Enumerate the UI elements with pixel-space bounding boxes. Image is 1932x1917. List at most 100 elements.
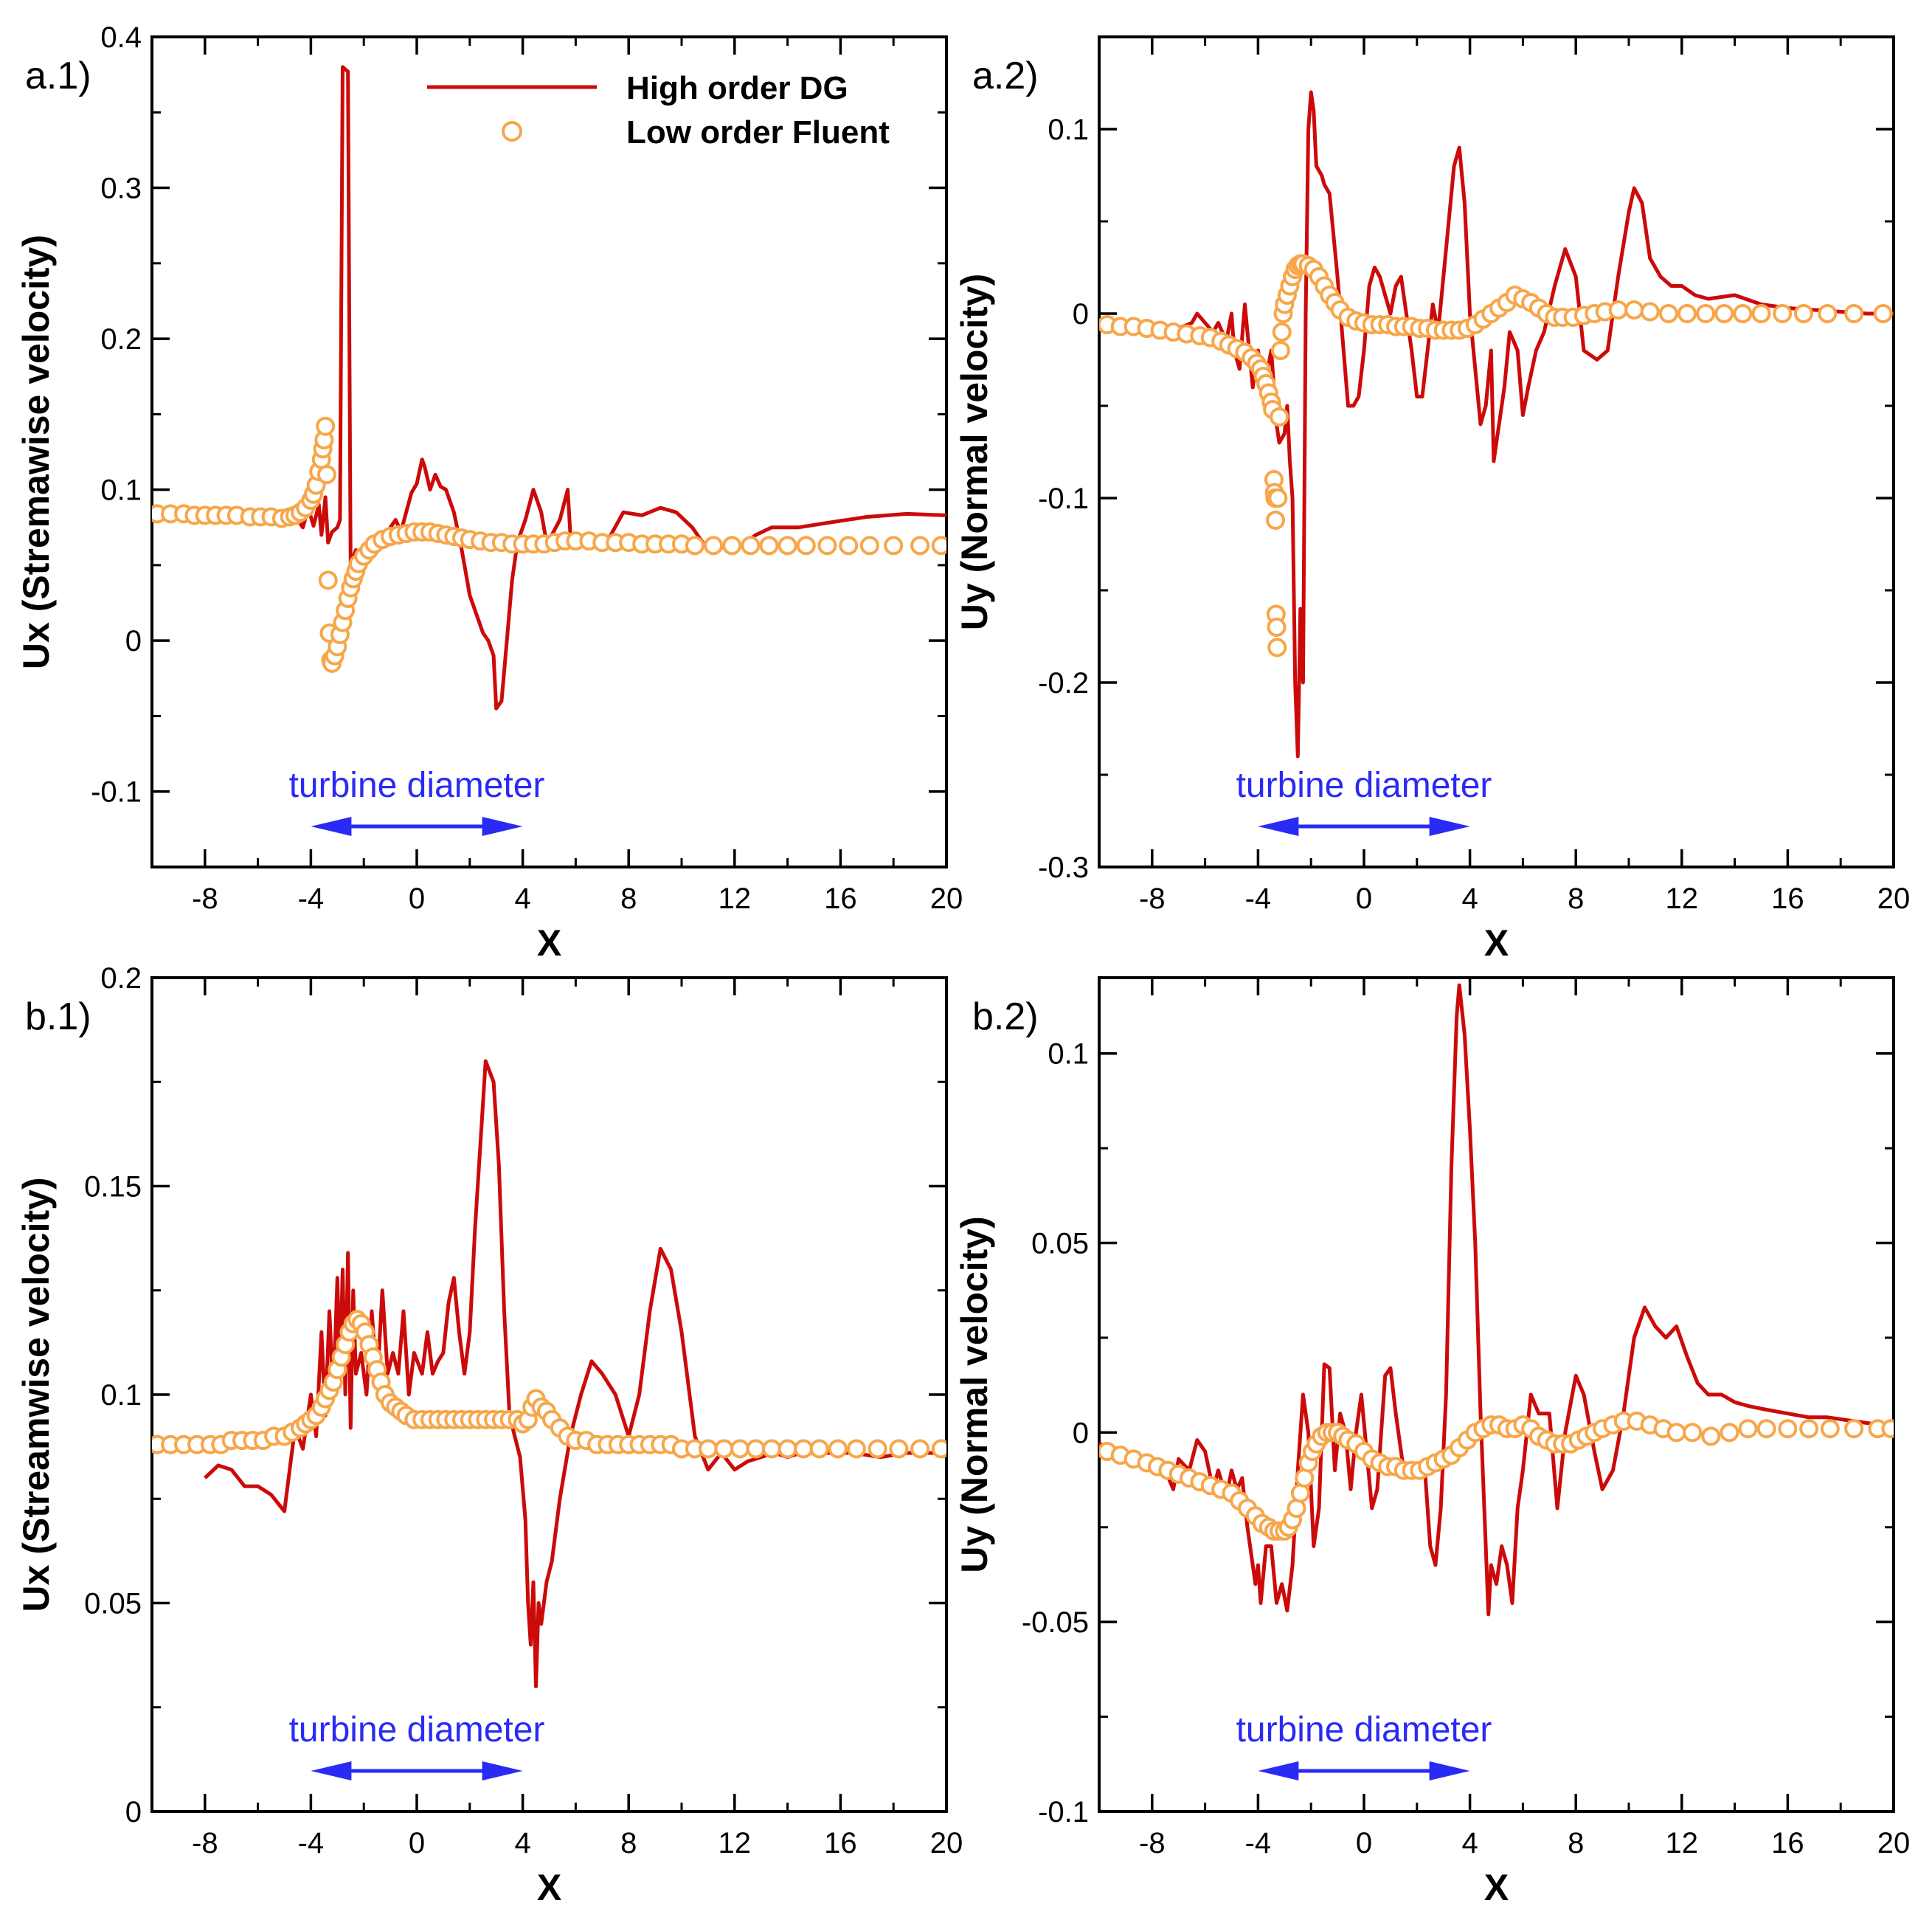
x-tick-label: 16 [1771, 1827, 1804, 1859]
fluent-point [796, 536, 816, 556]
y-tick-label: 0 [125, 625, 142, 657]
fluent-point [1756, 1419, 1776, 1439]
panel-label: a.2) [972, 55, 1039, 97]
diameter-arrow-right-head [1429, 817, 1470, 836]
plot-frame [1098, 35, 1895, 868]
x-tick-label: -4 [298, 1827, 325, 1859]
fluent-point [730, 1439, 749, 1459]
fluent-point [1818, 304, 1838, 323]
fluent-point [817, 536, 837, 556]
fluent-series [152, 416, 946, 673]
x-tick-label: 12 [1666, 882, 1699, 915]
fluent-point [1714, 304, 1734, 323]
diameter-arrow-left-head [311, 1761, 352, 1780]
fluent-point [889, 1439, 909, 1459]
chart-panel-2: -8 -4 0 4 8 12 16 20 -0.3 -0.2 -0.1 0 0.1 X Uy (Normal… [954, 35, 1910, 964]
fluent-point [1820, 1419, 1840, 1439]
fluent-point [1268, 488, 1288, 508]
fluent-point [1608, 300, 1628, 320]
y-axis-title: Uy (Normal velocity) [954, 1216, 995, 1572]
diameter-arrow-left-head [1258, 1761, 1299, 1780]
fluent-point [1773, 304, 1793, 323]
legend-label-fluent: Low order Fluent [626, 114, 890, 151]
x-tick-label: 20 [930, 1827, 963, 1859]
fluent-point [741, 536, 761, 556]
x-tick-label: 8 [1568, 1827, 1584, 1859]
fluent-point [1295, 1468, 1315, 1488]
fluent-point [1683, 1423, 1703, 1443]
fluent-point [1267, 638, 1287, 657]
fluent-point [318, 570, 338, 590]
fluent-point [1720, 1423, 1739, 1443]
x-tick-label: 8 [620, 882, 637, 915]
y-tick-label: 0.1 [1048, 114, 1089, 146]
diameter-arrow-left-head [1258, 817, 1299, 836]
x-axis-title: X [1484, 1867, 1509, 1908]
dg-series-line [204, 1059, 946, 1688]
y-tick-label: 0 [125, 1796, 142, 1828]
fluent-point [1270, 341, 1290, 360]
chart-panel-1: -8 -4 0 4 8 12 16 20 -0.1 0 0.1 0.2 0.3 0.4 X Ux (Strem… [15, 21, 963, 964]
fluent-point [1677, 304, 1697, 323]
y-tick-label: 0.05 [84, 1588, 142, 1620]
fluent-point [794, 1439, 814, 1459]
y-tick-label: 0 [1073, 298, 1089, 331]
y-tick-label: -0.1 [1038, 483, 1089, 515]
fluent-point [1799, 1419, 1819, 1439]
x-tick-label: 4 [514, 1827, 530, 1859]
fluent-point [846, 1439, 866, 1459]
y-tick-label: 0.1 [100, 474, 142, 507]
legend-label-dg: High order DG [626, 70, 848, 106]
fluent-point [704, 536, 724, 556]
turbine-diameter-label: turbine diameter [289, 766, 545, 805]
x-tick-label: -8 [1139, 882, 1166, 915]
x-tick-label: 16 [824, 1827, 857, 1859]
x-tick-label: 4 [514, 882, 530, 915]
x-tick-label: -4 [298, 882, 325, 915]
fluent-point [1881, 1419, 1894, 1439]
y-tick-label: 0.2 [100, 323, 142, 356]
x-axis-title: X [537, 1867, 561, 1908]
fluent-point [1733, 304, 1753, 323]
y-tick-label: -0.05 [1022, 1606, 1089, 1639]
y-tick-label: 0.15 [84, 1171, 142, 1203]
y-tick-label: -0.2 [1038, 667, 1089, 700]
legend-circle-swatch [502, 121, 522, 142]
fluent-point [698, 1439, 718, 1459]
plot-frame [150, 35, 948, 868]
dg-series-line [152, 65, 946, 711]
fluent-point [1844, 1419, 1864, 1439]
y-tick-label: 0.4 [100, 21, 142, 54]
x-tick-label: 16 [824, 882, 857, 915]
fluent-series [152, 1310, 946, 1459]
y-tick-label: 0.1 [100, 1379, 142, 1412]
x-tick-label: 12 [1666, 1827, 1699, 1859]
y-axis-title: Ux (Stremawise velocity) [15, 235, 57, 669]
diameter-arrow-right-head [482, 1761, 523, 1780]
fluent-point [1778, 1419, 1798, 1439]
x-tick-label: 20 [1877, 1827, 1911, 1859]
fluent-point [1290, 1483, 1310, 1503]
fluent-point [809, 1439, 829, 1459]
fluent-point [1793, 304, 1813, 323]
x-tick-label: 12 [719, 1827, 752, 1859]
x-tick-label: -8 [192, 882, 218, 915]
fluent-point [868, 1439, 887, 1459]
x-tick-label: 8 [620, 1827, 637, 1859]
x-tick-label: -8 [192, 1827, 218, 1859]
fluent-point [1751, 304, 1771, 323]
fluent-point [1738, 1419, 1758, 1439]
fluent-point [1270, 407, 1289, 426]
x-tick-label: -4 [1245, 1827, 1272, 1859]
y-tick-label: 0.2 [100, 962, 142, 995]
diameter-arrow-right-head [1429, 1761, 1470, 1780]
fluent-point [931, 1439, 946, 1459]
plot-frame [1098, 976, 1895, 1813]
fluent-point [722, 536, 742, 556]
panel-label: b.1) [25, 995, 91, 1038]
fluent-point [1873, 304, 1893, 323]
fluent-point [1267, 618, 1287, 637]
x-tick-label: 0 [1356, 882, 1372, 915]
fluent-point [884, 536, 904, 556]
